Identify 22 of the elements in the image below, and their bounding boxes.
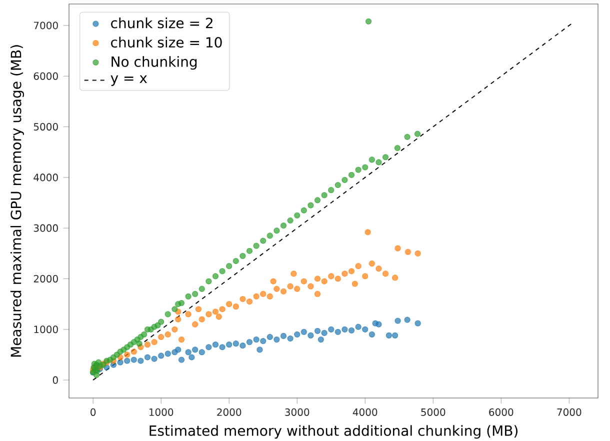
y-tick-label: 1000: [34, 326, 58, 334]
y-axis-title: Measured maximal GPU memory usage (MB): [10, 45, 24, 357]
legend-label: y = x: [110, 75, 148, 86]
legend-label: chunk size = 10: [111, 36, 222, 48]
y-tick-label: 2000: [34, 274, 58, 283]
x-axis-title: Estimated memory without additional chunking (MB): [150, 425, 518, 439]
x-tick-label: 6000: [489, 408, 514, 416]
x-tick-label: 3000: [285, 408, 310, 416]
x-tick-label: 5000: [421, 408, 446, 416]
y-tick-label: 0: [52, 376, 58, 384]
x-tick-label: 2000: [217, 408, 242, 416]
y-tick-label: 3000: [34, 224, 58, 232]
y-tick-label: 6000: [34, 72, 58, 80]
x-tick-label: 4000: [352, 408, 378, 416]
y-tick-label: 4000: [34, 174, 58, 182]
x-tick-label: 1000: [149, 408, 174, 416]
legend-label: chunk size = 2: [111, 17, 212, 28]
legend-label: No chunking: [112, 56, 197, 70]
x-tick-label: 7000: [557, 408, 582, 416]
y-tick-label: 7000: [34, 22, 58, 30]
y-tick-label: 5000: [34, 123, 58, 131]
x-tick-label: 0: [90, 408, 96, 416]
